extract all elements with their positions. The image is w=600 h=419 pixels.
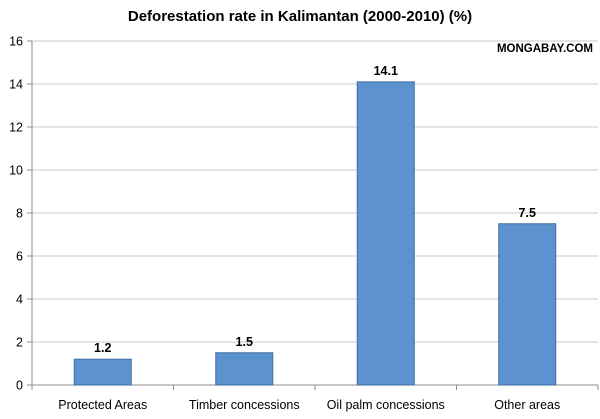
chart-title: Deforestation rate in Kalimantan (2000-2… [128,8,472,25]
data-label: 14.1 [374,64,398,78]
gridlines [32,40,598,343]
y-tick-label: 0 [16,379,23,393]
bars [73,81,557,386]
x-tick-label: Timber concessions [189,398,300,412]
watermark-text: MONGABAY.COM [497,43,593,55]
data-label: 7.5 [519,206,536,220]
bar-2 [356,81,415,386]
x-tick-label: Other areas [494,398,560,412]
bar-3 [498,223,557,386]
data-labels: 1.2 1.5 14.1 7.5 [94,64,536,355]
data-label: 1.2 [94,341,111,355]
y-tick-label: 12 [9,121,23,135]
bar-1 [215,352,274,386]
x-tick-label: Oil palm concessions [327,398,445,412]
x-tick-labels: Protected Areas Timber concessions Oil pal… [58,398,560,412]
y-tick-label: 6 [16,250,23,264]
bar-0 [73,358,132,386]
x-tick-label: Protected Areas [58,398,147,412]
y-tick-label: 2 [16,336,23,350]
y-tick-label: 16 [9,35,23,49]
y-tick-label: 4 [16,293,23,307]
data-label: 1.5 [236,335,253,349]
y-tick-label: 8 [16,207,23,221]
y-tick-labels: 0 2 4 6 8 10 12 14 16 [9,35,23,393]
y-tick-label: 10 [9,164,23,178]
y-tick-label: 14 [9,78,23,92]
